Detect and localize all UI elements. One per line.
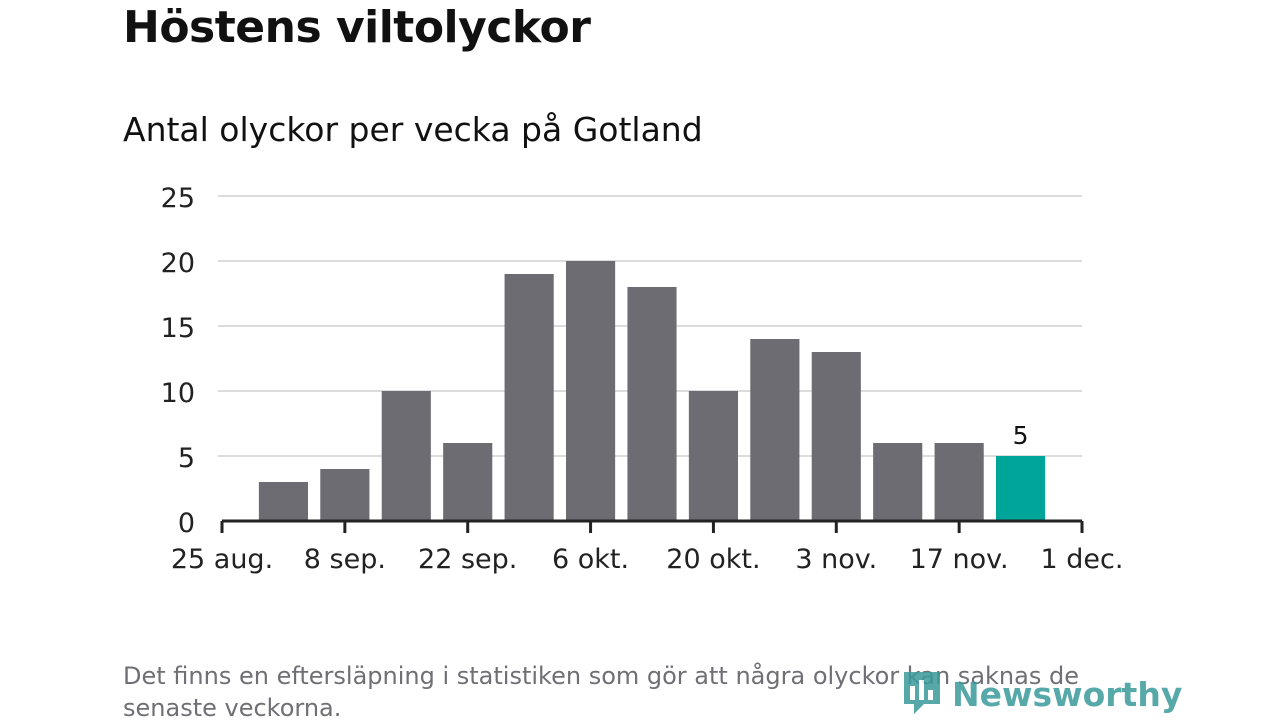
bar	[811, 352, 861, 521]
bar-chart-icon	[900, 668, 944, 720]
y-tick-label: 25	[161, 183, 195, 214]
bar	[627, 287, 677, 521]
x-tick-label: 17 nov.	[910, 544, 1009, 575]
x-tick-label: 22 sep.	[418, 544, 517, 575]
y-tick-label: 15	[161, 313, 195, 344]
bar	[566, 261, 616, 521]
bar	[381, 391, 431, 521]
bar	[504, 274, 554, 521]
newsworthy-logo: Newsworthy	[900, 668, 1182, 720]
bar	[873, 443, 923, 521]
x-tick-label: 3 nov.	[795, 544, 877, 575]
y-tick-label: 20	[161, 248, 195, 279]
x-tick-label: 6 okt.	[552, 544, 629, 575]
bar	[934, 443, 984, 521]
bar	[258, 482, 308, 521]
x-tick-label: 1 dec.	[1041, 544, 1124, 575]
x-tick-label: 8 sep.	[304, 544, 386, 575]
bar	[750, 339, 800, 521]
y-tick-label: 5	[178, 443, 195, 474]
x-tick-label: 25 aug.	[171, 544, 273, 575]
chart-title: Höstens viltolyckor	[123, 2, 591, 53]
logo-text: Newsworthy	[952, 674, 1183, 714]
bar-value-label: 5	[1013, 421, 1029, 450]
y-tick-label: 10	[161, 378, 195, 409]
x-tick-label: 20 okt.	[666, 544, 760, 575]
bar	[688, 391, 738, 521]
bar	[443, 443, 493, 521]
bar-highlight	[996, 456, 1046, 521]
bar	[320, 469, 370, 521]
chart-subtitle: Antal olyckor per vecka på Gotland	[123, 110, 703, 149]
y-tick-label: 0	[178, 508, 195, 539]
